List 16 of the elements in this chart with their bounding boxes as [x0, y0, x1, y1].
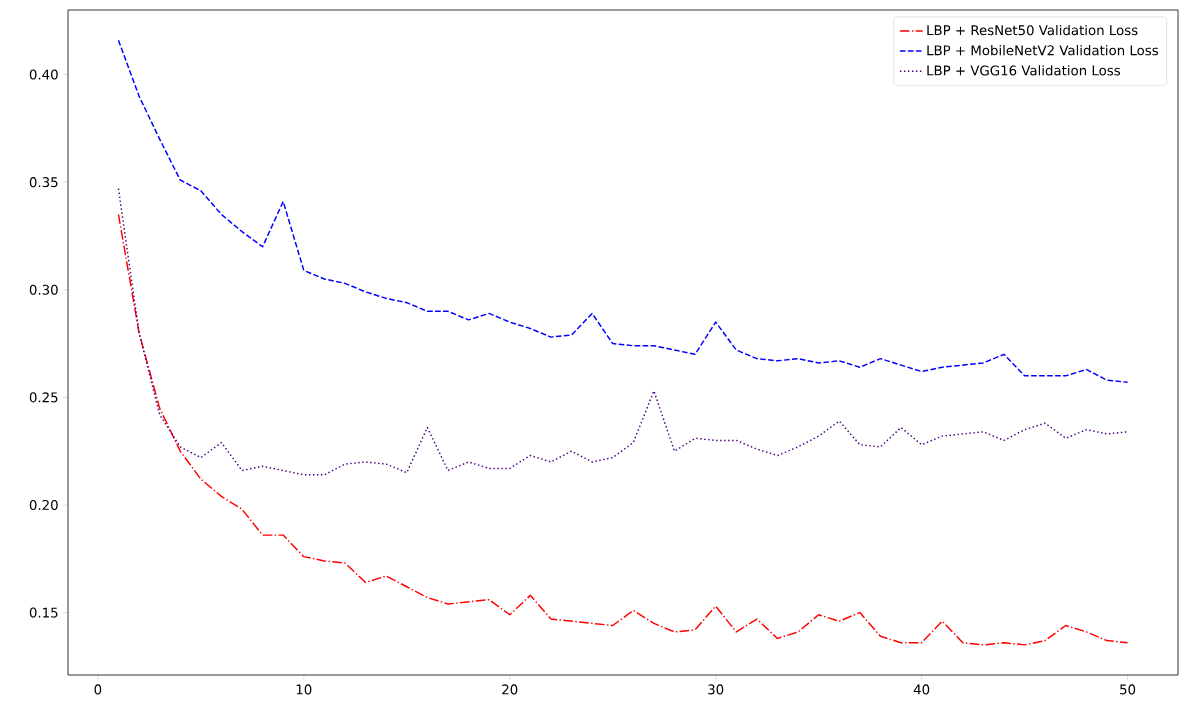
legend-label: LBP + MobileNetV2 Validation Loss [927, 45, 1159, 56]
x-tick-label: 40 [913, 684, 930, 695]
y-tick-label: 0.30 [29, 284, 58, 295]
x-tick-label: 20 [502, 684, 518, 695]
line-series [117, 187, 1129, 476]
x-tick-label: 30 [708, 684, 724, 695]
y-tick-label: 0.25 [29, 392, 58, 403]
y-tick-label: 0.40 [29, 69, 58, 80]
x-tick-label: 50 [1120, 684, 1136, 695]
y-tick-label: 0.15 [29, 607, 58, 618]
legend-label: LBP + VGG16 Validation Loss [927, 65, 1121, 76]
y-tick-label: 0.20 [29, 499, 58, 511]
x-tick-label: 0 [94, 684, 102, 695]
x-tick-label: 10 [296, 684, 312, 695]
legend-label: LBP + ResNet50 Validation Loss [927, 24, 1138, 36]
y-tick-label: 0.35 [29, 177, 58, 188]
